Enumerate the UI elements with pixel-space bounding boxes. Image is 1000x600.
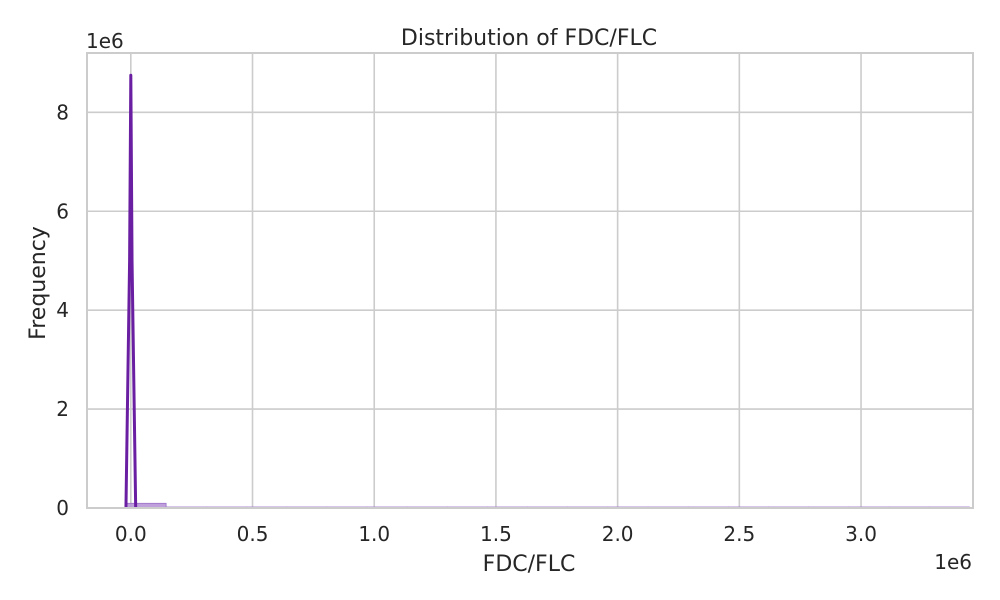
x-tick-label: 3.0	[845, 522, 877, 546]
grid	[87, 53, 973, 509]
x-tick-labels: 0.0 0.5 1.0 1.5 2.0 2.5 3.0	[115, 522, 877, 546]
y-tick-label: 6	[56, 199, 69, 223]
x-tick-label: 2.0	[602, 522, 634, 546]
y-tick-label: 2	[56, 397, 69, 421]
x-tick-label: 1.0	[358, 522, 390, 546]
y-tick-label: 0	[56, 496, 69, 520]
plot-frame	[86, 52, 974, 509]
x-tick-label: 0.0	[115, 522, 147, 546]
kde-curve	[124, 73, 138, 509]
x-tick-label: 2.5	[723, 522, 755, 546]
x-tick-label: 0.5	[237, 522, 269, 546]
y-tick-labels: 0 2 4 6 8	[56, 100, 69, 520]
y-tick-label: 8	[56, 100, 69, 124]
chart-title: Distribution of FDC/FLC	[401, 26, 657, 51]
axes-frame	[86, 52, 974, 509]
kde-line	[124, 73, 138, 509]
x-tick-label: 1.5	[480, 522, 512, 546]
y-axis-offset-label: 1e6	[86, 29, 124, 53]
x-axis-label: FDC/FLC	[483, 552, 576, 577]
y-tick-label: 4	[56, 298, 69, 322]
y-axis-label: Frequency	[26, 226, 51, 340]
x-axis-offset-label: 1e6	[934, 550, 972, 574]
